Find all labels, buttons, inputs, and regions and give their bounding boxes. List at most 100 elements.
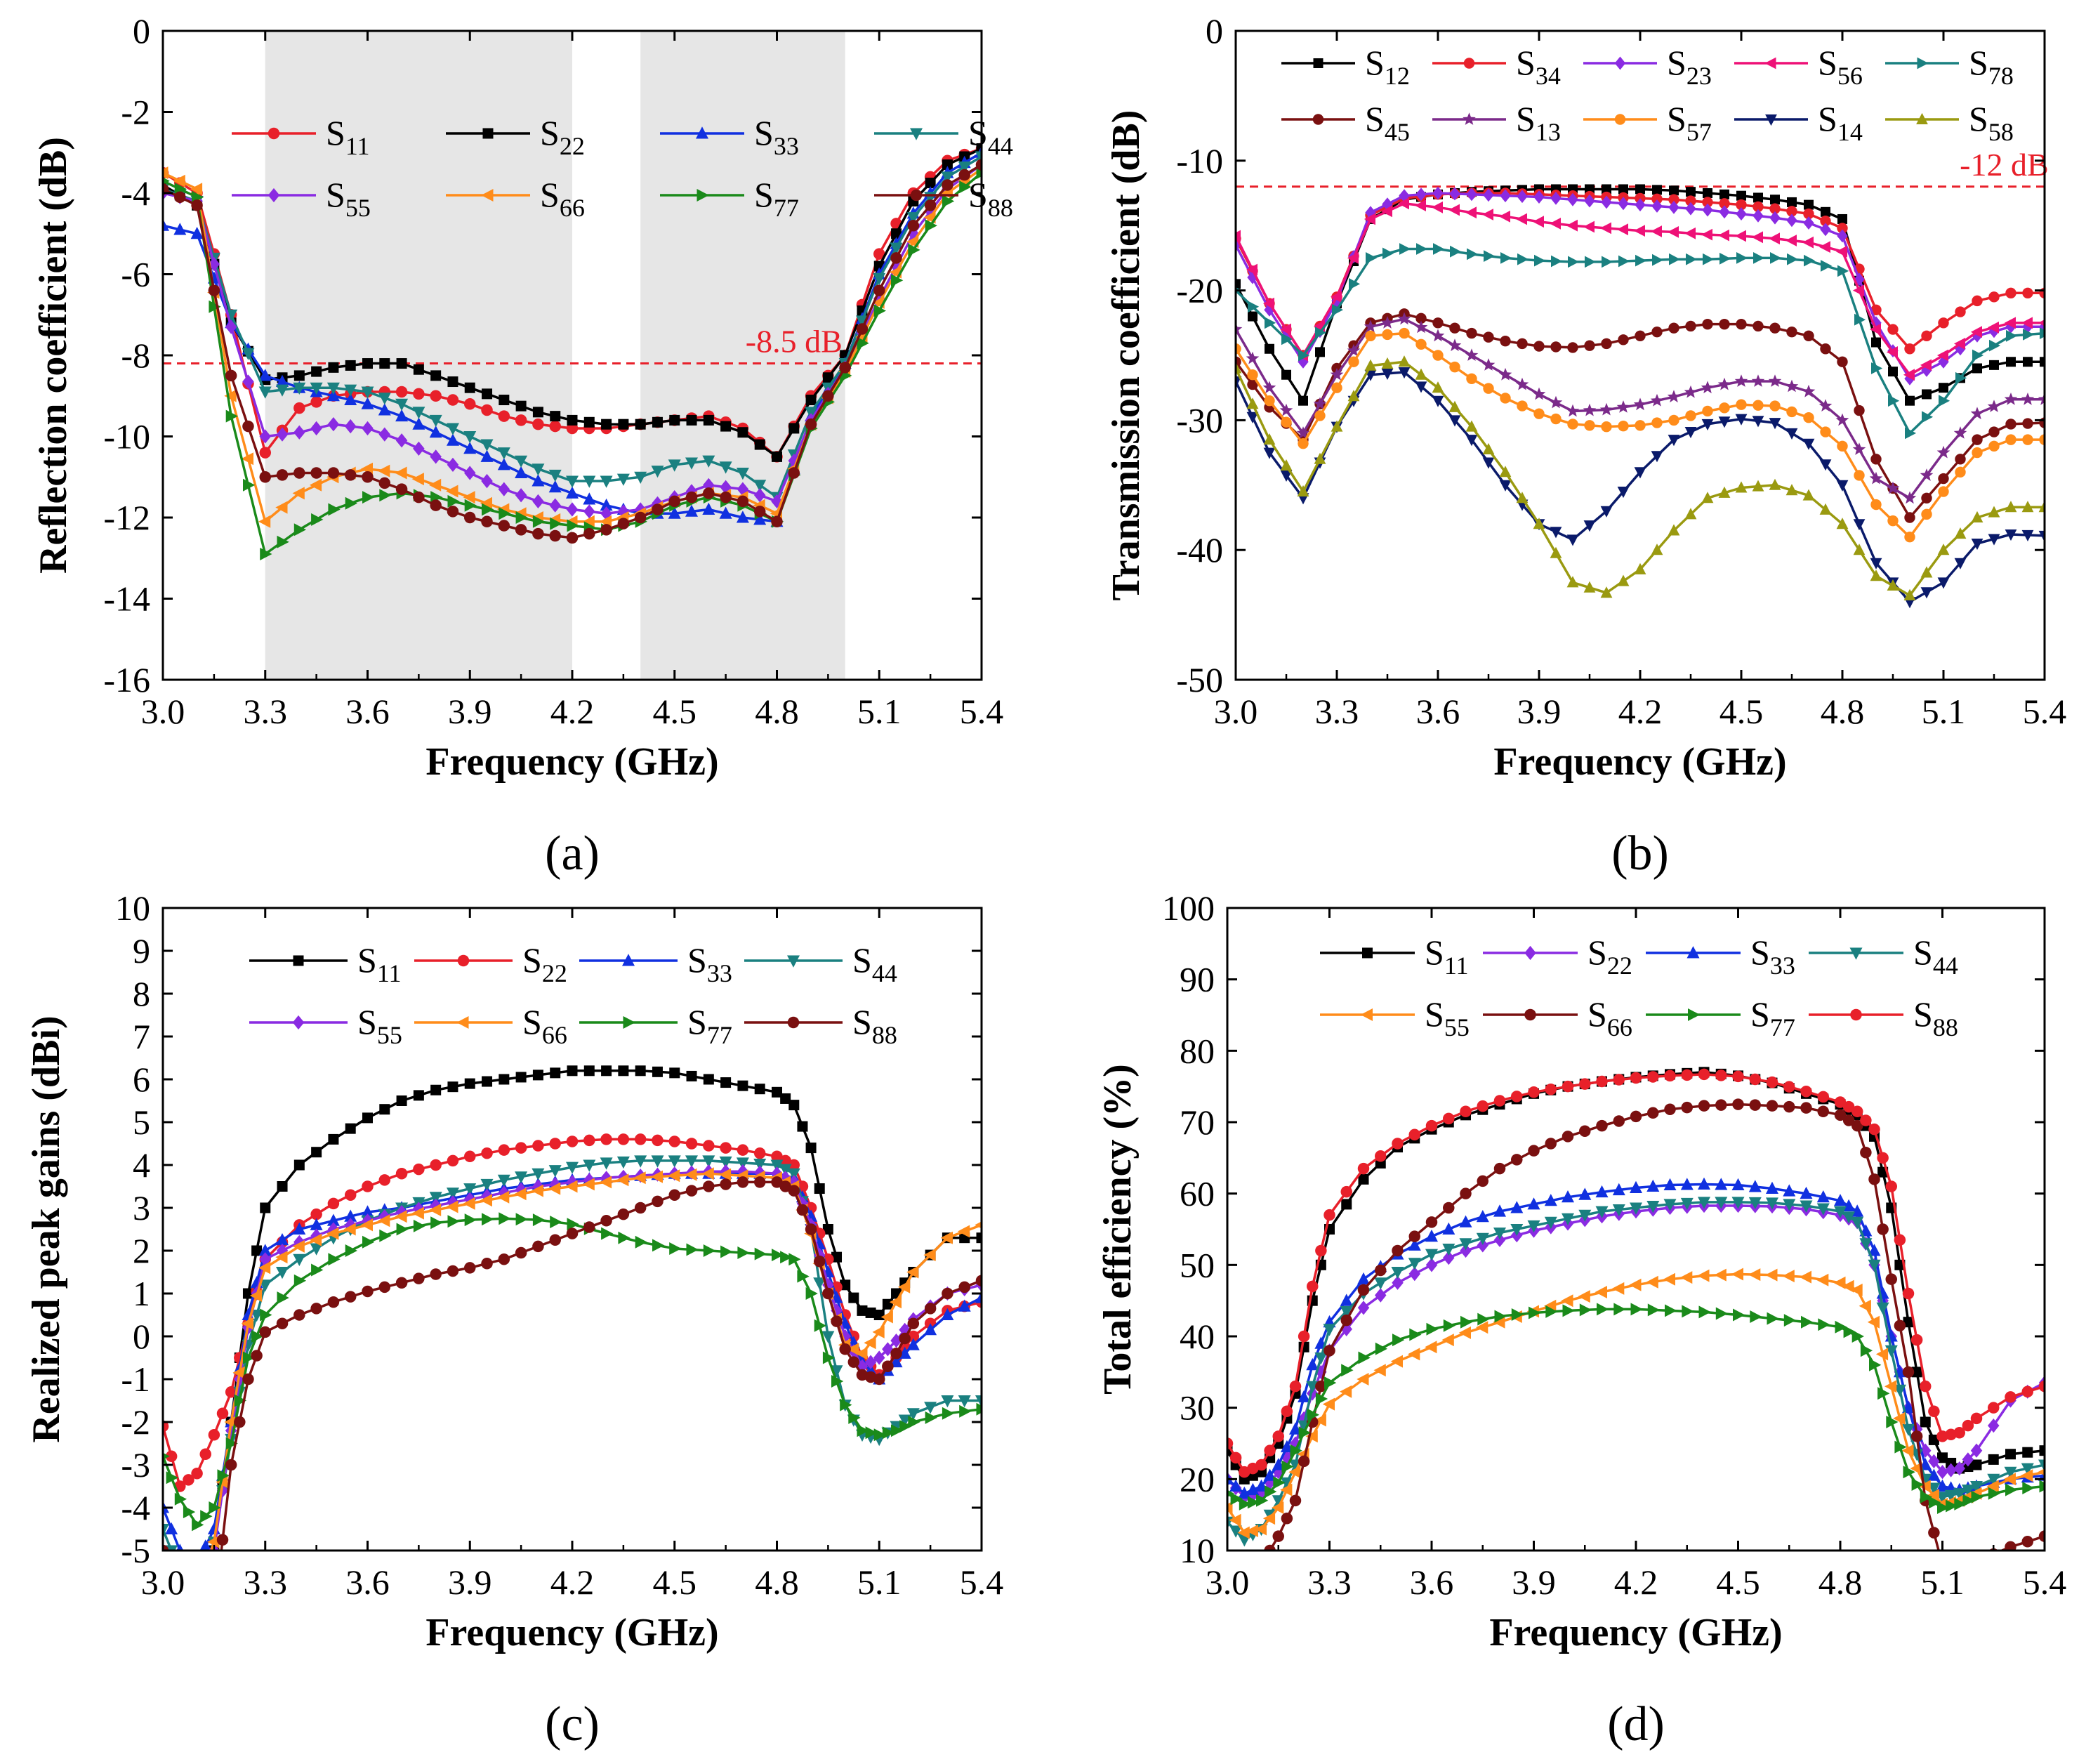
y-tick-label: 1 (133, 1274, 150, 1313)
data-point (1851, 1330, 1864, 1343)
data-point (567, 1065, 578, 1077)
data-point (1460, 1315, 1473, 1329)
data-point (1348, 356, 1359, 367)
y-tick-label: -8 (121, 336, 150, 375)
data-point (429, 426, 442, 438)
data-point (216, 1534, 229, 1546)
data-point (362, 1285, 374, 1298)
data-point (1583, 220, 1595, 233)
data-point (310, 1243, 323, 1256)
legend-marker (787, 1016, 800, 1029)
data-point (1834, 1194, 1847, 1206)
data-point (1449, 187, 1460, 201)
data-point (720, 1245, 733, 1258)
data-point (1315, 1380, 1327, 1393)
legend-item-s66: S66 (446, 175, 585, 222)
data-point (1550, 191, 1562, 205)
data-point (1955, 466, 1966, 478)
data-point (1415, 338, 1427, 350)
data-point (548, 1182, 561, 1195)
data-point (1911, 1478, 1924, 1491)
data-point (1229, 1452, 1242, 1464)
data-point (1635, 198, 1646, 212)
data-point (891, 1424, 904, 1437)
x-tick-label: 3.9 (448, 1562, 492, 1602)
data-point (1315, 327, 1327, 339)
data-point (378, 464, 390, 478)
data-point (1290, 1444, 1302, 1457)
data-point (1408, 1266, 1420, 1282)
x-tick-label: 4.5 (653, 692, 697, 731)
data-point (1467, 248, 1479, 261)
data-point (292, 1239, 305, 1253)
data-point (361, 1205, 374, 1218)
data-point (1842, 1199, 1856, 1211)
legend-marker (697, 189, 709, 202)
data-point (395, 1277, 408, 1289)
data-point (1494, 1310, 1507, 1323)
data-point (1264, 1444, 1276, 1456)
data-point (1599, 402, 1613, 416)
data-point (1633, 397, 1647, 411)
data-point (1382, 329, 1393, 341)
data-point (497, 1190, 510, 1204)
data-point (276, 1317, 289, 1329)
data-point (617, 1133, 630, 1145)
data-point (166, 1471, 178, 1485)
data-point (430, 1159, 442, 1171)
data-point (1799, 1270, 1811, 1284)
data-point (634, 471, 647, 484)
data-point (482, 1076, 493, 1087)
data-point (600, 1215, 612, 1227)
data-point (249, 1289, 263, 1302)
data-point (1408, 1258, 1421, 1270)
data-point (924, 1323, 937, 1336)
data-point (1804, 254, 1816, 267)
data-point (251, 1350, 263, 1362)
data-point (1955, 454, 1966, 465)
data-point (633, 1171, 646, 1185)
data-point (668, 495, 680, 508)
data-point (480, 496, 492, 510)
legend-label: S77 (1750, 994, 1795, 1041)
data-point (1288, 1466, 1301, 1479)
data-point (396, 1223, 409, 1236)
data-point (1800, 1086, 1812, 1098)
data-point (1787, 253, 1799, 265)
data-point (163, 218, 169, 231)
data-point (941, 1308, 954, 1320)
data-point (447, 506, 459, 518)
data-point (1904, 512, 1915, 523)
data-point (1803, 330, 1814, 341)
data-point (831, 1251, 843, 1263)
legend-item-s11: S11 (249, 940, 401, 987)
data-point (1664, 1103, 1676, 1115)
series-s66 (207, 1167, 982, 1551)
data-point (737, 482, 749, 496)
legend-label: S22 (522, 940, 567, 987)
data-point (601, 1065, 612, 1077)
data-point (232, 1366, 245, 1379)
data-point (412, 407, 425, 419)
data-point (1618, 184, 1628, 195)
data-point (1971, 539, 1983, 551)
data-point (1247, 1496, 1260, 1509)
data-point (814, 1183, 825, 1194)
data-point (1425, 1216, 1438, 1228)
data-point (2023, 357, 2033, 367)
data-point (396, 1095, 407, 1106)
x-tick-label: 3.6 (345, 692, 390, 731)
data-point (1281, 333, 1293, 345)
data-point (600, 1133, 612, 1145)
data-point (1578, 1209, 1592, 1222)
data-point (1280, 470, 1293, 482)
legend-label: S88 (1913, 994, 1958, 1041)
data-point (702, 502, 715, 515)
data-point (326, 1213, 340, 1226)
data-point (1550, 341, 1562, 353)
data-point (720, 1077, 732, 1088)
data-point (601, 1227, 614, 1240)
data-point (958, 162, 971, 174)
data-point (772, 1249, 784, 1262)
data-point (1545, 1083, 1557, 1095)
